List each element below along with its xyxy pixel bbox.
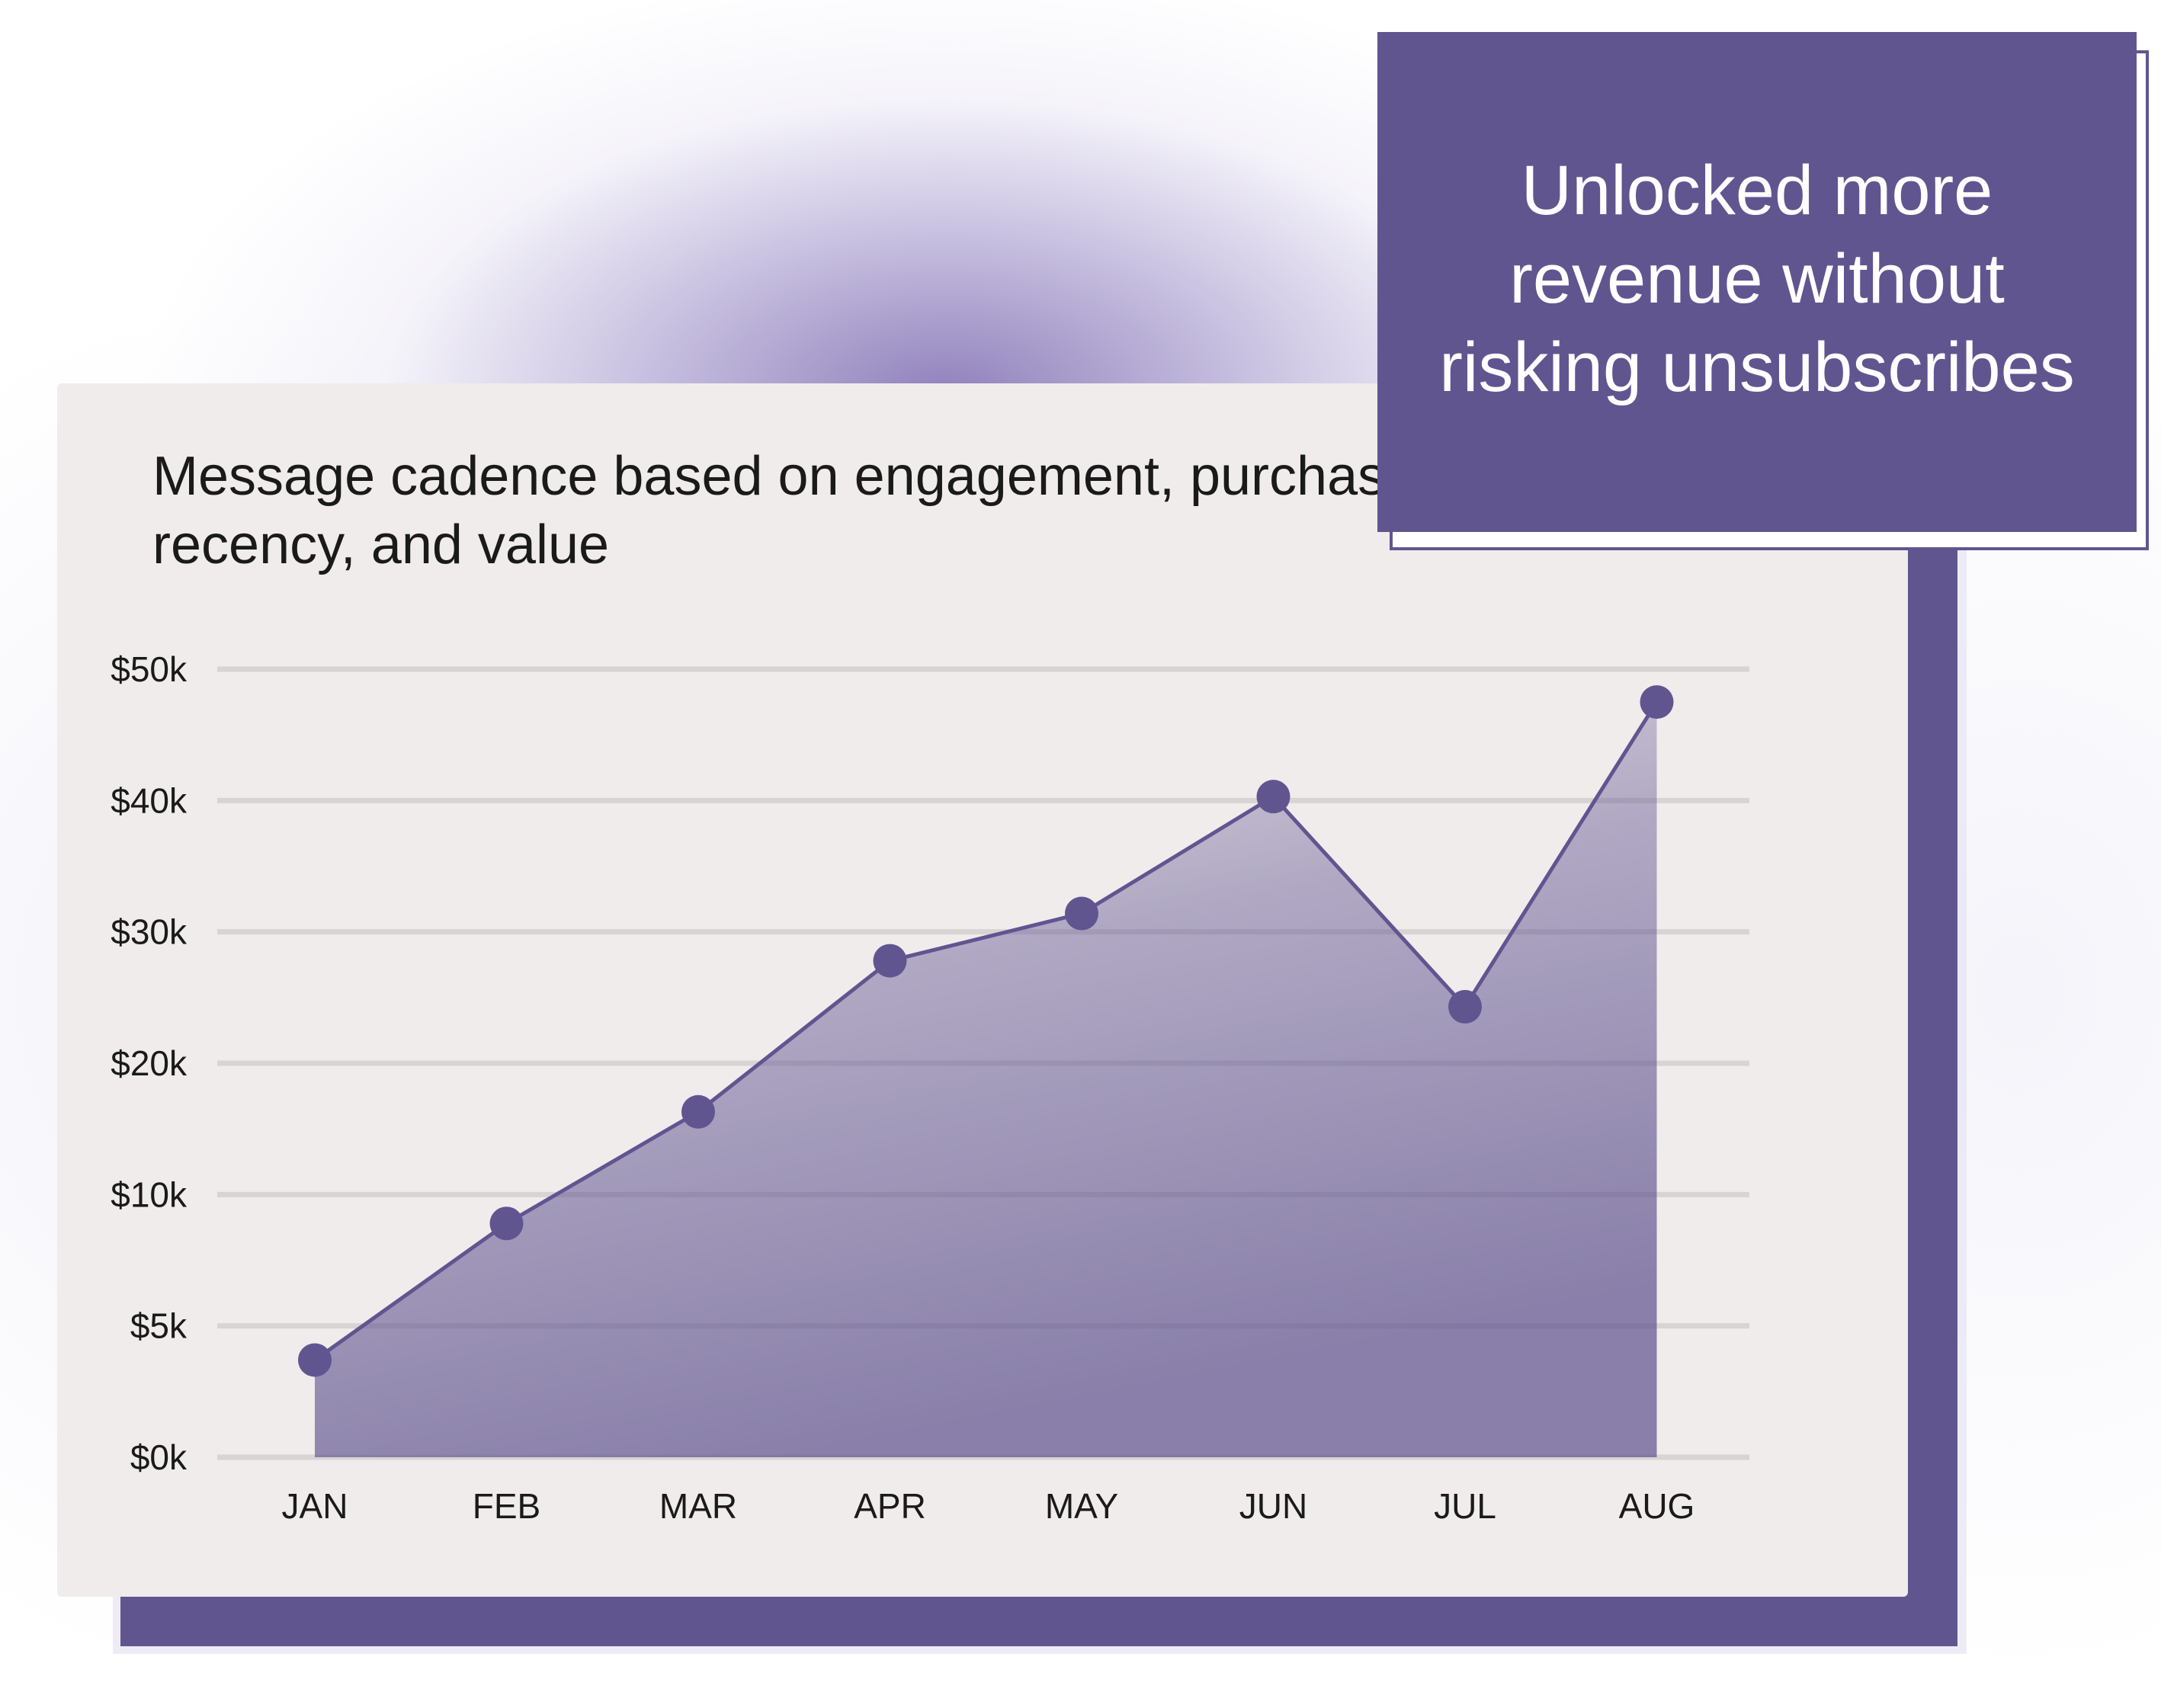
data-point-jan [298, 1343, 332, 1377]
callout-box: Unlocked more revenue without risking un… [1377, 32, 2137, 532]
y-tick-label: $10k [111, 1174, 188, 1214]
data-point-jul [1448, 989, 1482, 1024]
y-tick-label: $40k [111, 780, 188, 820]
data-point-may [1065, 896, 1098, 931]
data-point-feb [489, 1206, 524, 1241]
y-tick-label: $0k [130, 1437, 188, 1477]
x-tick-label: AUG [1619, 1486, 1695, 1526]
chart-title: Message cadence based on engagement, pur… [152, 446, 1416, 575]
callout-text: Unlocked more revenue without risking un… [1439, 152, 2075, 406]
y-tick-label: $20k [111, 1043, 188, 1083]
data-point-apr [873, 944, 907, 978]
data-point-aug [1640, 685, 1674, 719]
y-tick-label: $5k [130, 1306, 188, 1346]
data-point-jun [1256, 780, 1291, 814]
x-tick-label: MAY [1045, 1486, 1118, 1526]
x-tick-label: MAR [659, 1486, 737, 1526]
series-line [313, 700, 1659, 1362]
y-tick-label: $50k [111, 649, 188, 689]
x-tick-label: JUN [1239, 1486, 1307, 1526]
x-tick-label: JAN [282, 1486, 348, 1526]
data-point-mar [681, 1094, 715, 1129]
x-tick-label: APR [854, 1486, 926, 1526]
x-tick-label: JUL [1434, 1486, 1496, 1526]
y-tick-label: $30k [111, 912, 188, 952]
series-area [315, 702, 1657, 1457]
x-tick-label: FEB [473, 1486, 540, 1526]
